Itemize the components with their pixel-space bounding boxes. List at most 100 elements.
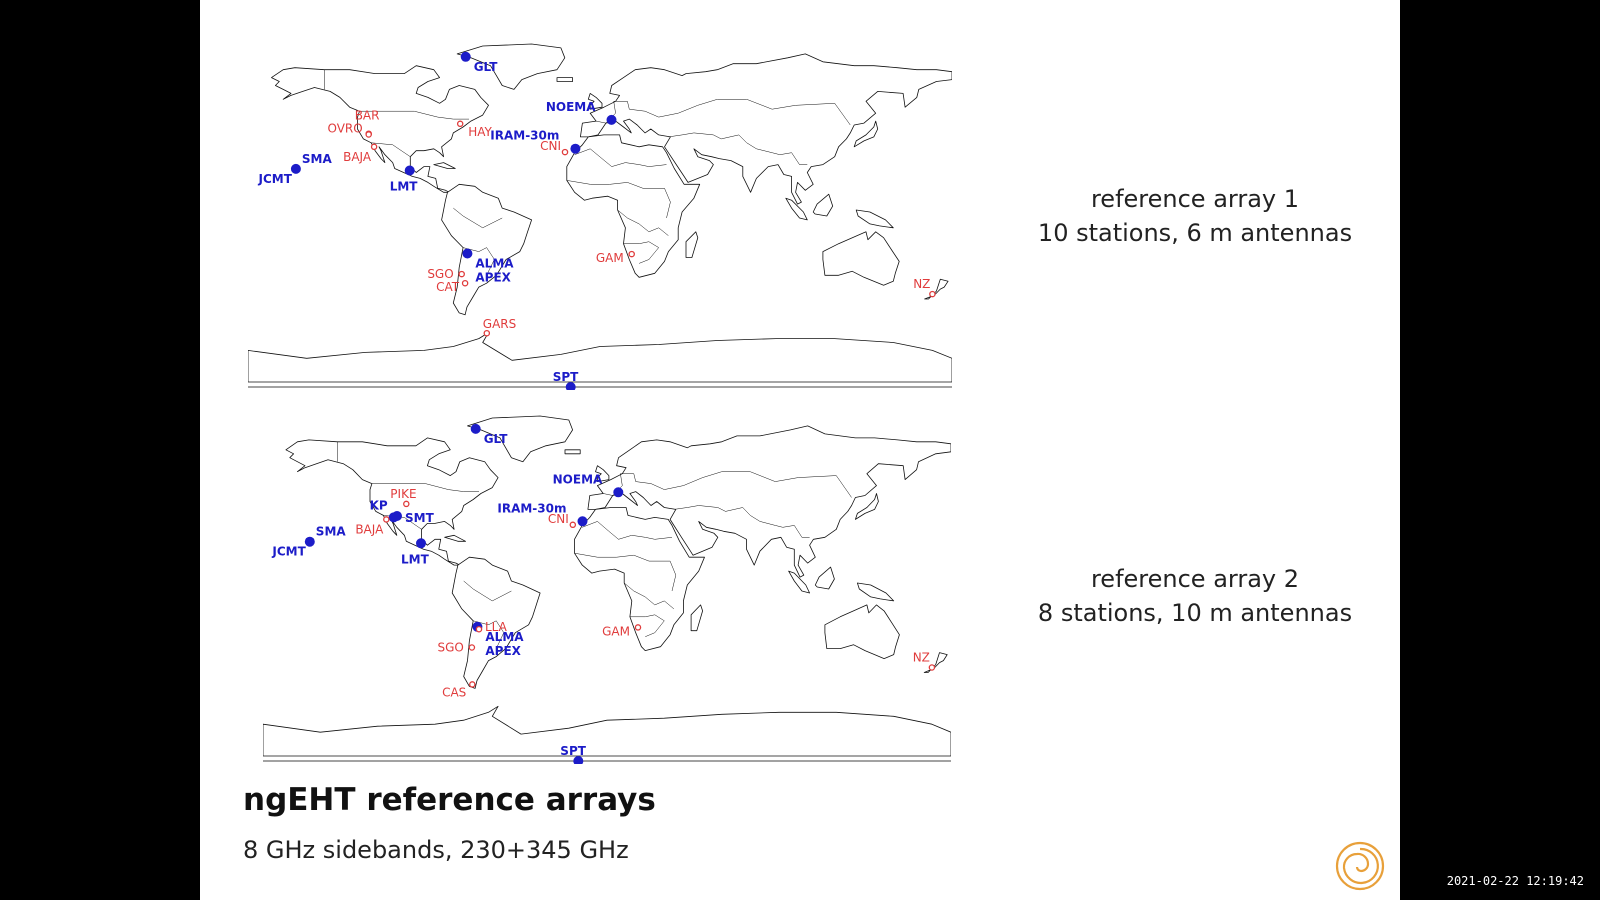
- country-border: [453, 207, 503, 229]
- country-border: [596, 99, 851, 126]
- station-label-gam: GAM: [596, 251, 624, 265]
- station-label-glt: GLT: [484, 432, 509, 446]
- station-marker-iram-30m: [570, 143, 581, 154]
- station-label-baja: BAJA: [343, 150, 372, 164]
- station-marker-sgo: [458, 270, 465, 278]
- station-label-nz: NZ: [913, 277, 930, 291]
- station-marker-glt: [460, 51, 471, 62]
- land-polygon: [433, 162, 456, 169]
- land-polygon: [441, 183, 532, 316]
- station-label-cni: CNI: [540, 139, 561, 153]
- land-polygon: [824, 604, 900, 659]
- country-border: [371, 142, 411, 157]
- land-polygon: [685, 231, 699, 258]
- station-label-apex: APEX: [485, 644, 521, 658]
- station-marker-cas: [469, 681, 476, 688]
- station-label-glt: GLT: [474, 60, 499, 74]
- station-marker-iram-30m: [577, 516, 588, 527]
- land-polygon: [271, 65, 489, 193]
- station-label-lmt: LMT: [401, 552, 430, 566]
- station-label-sma: SMA: [316, 525, 347, 539]
- station-label-apex: APEX: [475, 271, 511, 285]
- land-polygon: [285, 437, 499, 566]
- station-marker-cni: [569, 521, 577, 529]
- country-border: [359, 110, 469, 120]
- station-marker-pike: [403, 500, 410, 508]
- map-1-caption: reference array 1 10 stations, 6 m anten…: [985, 182, 1405, 250]
- station-label-jcmt: JCMT: [271, 545, 306, 559]
- station-label-cas: CAS: [442, 685, 466, 699]
- land-polygon: [444, 534, 466, 542]
- station-label-spt: SPT: [553, 370, 579, 384]
- land-polygon: [690, 604, 703, 632]
- ngeht-spiral-logo-icon: [1334, 840, 1386, 896]
- station-marker-nz: [928, 664, 936, 671]
- station-marker-ovro: [365, 131, 372, 138]
- station-label-jcmt: JCMT: [257, 172, 292, 186]
- country-border: [623, 241, 660, 264]
- land-polygon: [788, 570, 810, 594]
- station-label-cni: CNI: [548, 512, 569, 526]
- station-label-spt: SPT: [560, 744, 586, 758]
- station-marker-spt: [565, 382, 576, 390]
- station-label-cat: CAT: [436, 280, 460, 294]
- station-label-sma: SMA: [302, 152, 333, 166]
- land-polygon: [853, 120, 879, 148]
- land-polygon: [822, 231, 900, 286]
- station-marker-gam: [634, 624, 642, 631]
- station-label-iram-30m: IRAM-30m: [497, 501, 566, 515]
- station-marker-sgo: [468, 644, 476, 651]
- land-polygon: [595, 465, 610, 482]
- land-polygon: [564, 449, 581, 455]
- station-marker-noema: [606, 114, 617, 125]
- map-2-caption-line1: reference array 2: [1090, 565, 1300, 593]
- station-label-sgo: SGO: [438, 641, 464, 655]
- land-polygon: [587, 425, 951, 578]
- station-label-smt: SMT: [405, 511, 435, 525]
- station-marker-cat: [461, 279, 469, 287]
- land-polygon: [456, 43, 566, 90]
- country-border: [463, 580, 512, 602]
- country-border: [566, 180, 671, 219]
- station-marker-smt: [392, 511, 402, 521]
- station-label-noema: NOEMA: [553, 472, 603, 486]
- land-polygon: [587, 93, 603, 110]
- country-border: [668, 132, 808, 165]
- land-polygon: [248, 332, 952, 383]
- station-label-lla: LLA: [485, 620, 508, 634]
- land-polygon: [556, 77, 573, 82]
- station-label-kp: KP: [370, 498, 388, 512]
- land-polygon: [855, 209, 894, 229]
- station-marker-nz: [929, 290, 936, 298]
- land-polygon: [580, 53, 952, 205]
- station-marker-gars: [483, 329, 491, 337]
- land-polygon: [814, 566, 835, 590]
- country-border: [463, 247, 495, 276]
- station-marker-lla: [475, 625, 483, 633]
- map-1-caption-line1: reference array 1: [1090, 185, 1300, 213]
- station-label-gam: GAM: [602, 624, 630, 638]
- station-marker-sma: [304, 536, 315, 547]
- station-marker-lmt: [404, 165, 415, 176]
- map-2-land: [263, 415, 951, 757]
- station-label-hay: HAY: [468, 125, 492, 139]
- station-marker-alma: [462, 248, 473, 259]
- station-marker-hay: [456, 120, 464, 128]
- country-border: [673, 505, 810, 538]
- station-marker-spt: [573, 756, 584, 764]
- recording-timestamp: 2021-02-22 12:19:42: [1446, 874, 1584, 888]
- station-label-alma: ALMA: [485, 630, 524, 644]
- station-map-reference-array-2: GLT NOEMA IRAM-30m SMA JCMT KP SMT LMT ALMA APEX S…: [263, 414, 951, 764]
- station-label-nz: NZ: [913, 651, 930, 665]
- land-polygon: [855, 493, 879, 520]
- station-label-sgo: SGO: [427, 267, 453, 281]
- slide-subtitle: 8 GHz sidebands, 230+345 GHz: [243, 836, 629, 864]
- land-polygon: [857, 582, 895, 602]
- land-polygon: [785, 197, 808, 221]
- land-polygon: [574, 507, 705, 651]
- station-marker-gam: [628, 250, 635, 258]
- station-marker-lmt: [416, 538, 426, 549]
- country-border: [603, 471, 852, 498]
- station-label-lmt: LMT: [390, 180, 419, 194]
